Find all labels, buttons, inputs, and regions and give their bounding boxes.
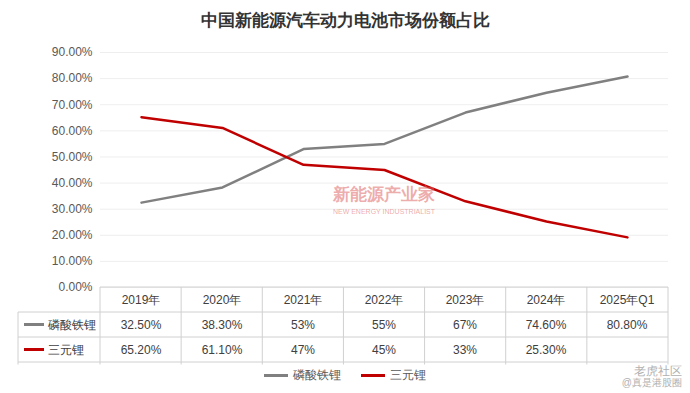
svg-text:65.20%: 65.20% <box>121 343 162 357</box>
svg-text:2020年: 2020年 <box>203 293 242 307</box>
svg-text:三元锂: 三元锂 <box>48 343 84 357</box>
svg-text:74.60%: 74.60% <box>526 318 567 332</box>
html-text:老虎社区: 老虎社区 <box>634 364 682 378</box>
svg-text:32.50%: 32.50% <box>121 318 162 332</box>
svg-text:2025年Q1: 2025年Q1 <box>600 293 655 307</box>
svg-text:90.00%: 90.00% <box>52 45 93 59</box>
svg-text:25.30%: 25.30% <box>526 343 567 357</box>
svg-text:55%: 55% <box>372 318 396 332</box>
html-text:三元锂: 三元锂 <box>390 368 426 382</box>
svg-text:50.00%: 50.00% <box>52 150 93 164</box>
svg-text:磷酸铁锂: 磷酸铁锂 <box>47 318 96 332</box>
svg-text:67%: 67% <box>453 318 477 332</box>
svg-text:38.30%: 38.30% <box>202 318 243 332</box>
svg-text:60.00%: 60.00% <box>52 124 93 138</box>
svg-text:2023年: 2023年 <box>446 293 485 307</box>
svg-text:70.00%: 70.00% <box>52 98 93 112</box>
html-text:中国新能源汽车动力电池市场份额占比: 中国新能源汽车动力电池市场份额占比 <box>200 11 490 30</box>
svg-text:30.00%: 30.00% <box>52 202 93 216</box>
svg-text:80.80%: 80.80% <box>607 318 648 332</box>
svg-text:2024年: 2024年 <box>527 293 566 307</box>
svg-text:40.00%: 40.00% <box>52 176 93 190</box>
svg-text:53%: 53% <box>291 318 315 332</box>
svg-text:10.00%: 10.00% <box>52 254 93 268</box>
svg-text:新能源产业家: 新能源产业家 <box>332 185 435 204</box>
svg-text:33%: 33% <box>453 343 477 357</box>
svg-text:0.00%: 0.00% <box>58 280 92 294</box>
html-text:@真是港股圈: @真是港股圈 <box>621 377 682 388</box>
svg-text:47%: 47% <box>291 343 315 357</box>
svg-text:2022年: 2022年 <box>365 293 404 307</box>
svg-text:45%: 45% <box>372 343 396 357</box>
svg-text:2019年: 2019年 <box>122 293 161 307</box>
svg-text:2021年: 2021年 <box>284 293 323 307</box>
svg-text:80.00%: 80.00% <box>52 71 93 85</box>
svg-text:61.10%: 61.10% <box>202 343 243 357</box>
html-text:磷酸铁锂: 磷酸铁锂 <box>293 368 341 382</box>
svg-text:NEW ENERGY INDUSTRIALIST: NEW ENERGY INDUSTRIALIST <box>333 208 436 215</box>
svg-text:20.00%: 20.00% <box>52 228 93 242</box>
